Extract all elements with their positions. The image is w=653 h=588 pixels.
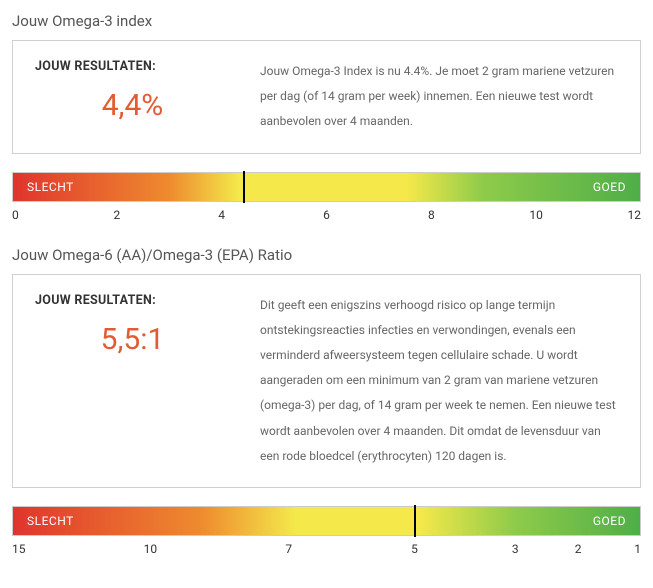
tick-label: 1 — [634, 542, 641, 556]
tick-label: 7 — [285, 542, 292, 556]
tick-label: 6 — [323, 208, 330, 222]
tick-label: 0 — [12, 208, 19, 222]
result-description: Jouw Omega-3 Index is nu 4.4%. Je moet 2… — [260, 59, 618, 135]
bar-label-good: GOED — [593, 180, 626, 194]
section-title: Jouw Omega-3 index — [12, 12, 641, 30]
tick-label: 5 — [411, 542, 418, 556]
result-box: JOUW RESULTATEN: 5,5:1 Dit geeft een enigs… — [12, 274, 641, 488]
tick-label: 2 — [113, 208, 120, 222]
bar-marker — [243, 171, 245, 203]
scale-bar: SLECHT GOED 0 2 4 6 8 10 12 — [12, 172, 641, 228]
tick-label: 4 — [218, 208, 225, 222]
bar-label-bad: SLECHT — [27, 514, 74, 528]
tick-label: 8 — [428, 208, 435, 222]
result-description: Dit geeft een enigszins verhoogd risico … — [260, 293, 618, 469]
tick-label: 12 — [628, 208, 642, 222]
bar-label-good: GOED — [593, 514, 626, 528]
bar-label-bad: SLECHT — [27, 180, 74, 194]
result-box: JOUW RESULTATEN: 4,4% Jouw Omega-3 Index i… — [12, 40, 641, 154]
result-label: JOUW RESULTATEN: — [35, 59, 230, 74]
bar-ticks: 15 10 7 5 3 2 1 — [12, 542, 641, 562]
tick-label: 10 — [144, 542, 158, 556]
result-value: 4,4% — [35, 88, 230, 123]
tick-label: 10 — [529, 208, 543, 222]
tick-label: 15 — [12, 542, 26, 556]
result-label: JOUW RESULTATEN: — [35, 293, 230, 308]
tick-label: 3 — [512, 542, 519, 556]
bar-ticks: 0 2 4 6 8 10 12 — [12, 208, 641, 228]
result-value: 5,5:1 — [35, 322, 230, 357]
section-title: Jouw Omega-6 (AA)/Omega-3 (EPA) Ratio — [12, 246, 641, 264]
tick-label: 2 — [575, 542, 582, 556]
scale-bar: SLECHT GOED 15 10 7 5 3 2 1 — [12, 506, 641, 562]
bar-marker — [414, 505, 416, 537]
